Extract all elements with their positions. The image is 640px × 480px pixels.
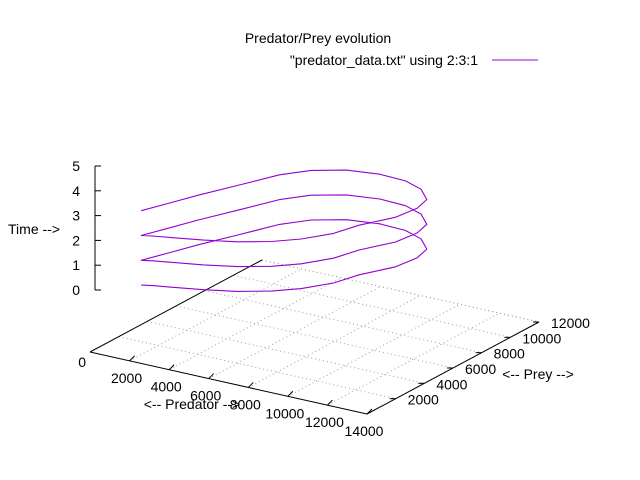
grid-line-y-5	[261, 259, 540, 323]
grid-line-y-0	[118, 336, 396, 400]
z-tick-label-4: 4	[72, 183, 80, 199]
y-axis-label: <-- Prey -->	[502, 366, 574, 382]
x-tick-mark-5	[327, 399, 333, 406]
x-tick-mark-2	[208, 373, 215, 379]
x-tick-label-4: 10000	[265, 405, 304, 421]
x-tick-label-5: 12000	[305, 414, 344, 430]
x-axis-label: <-- Predator -->	[144, 396, 240, 412]
x-tick-mark-1	[168, 364, 175, 371]
grid-line-y-3	[204, 290, 482, 354]
grid-line-y-1	[147, 320, 425, 384]
x-axis-line	[89, 351, 368, 415]
x-tick-label-1: 4000	[151, 379, 182, 395]
grid-line-x-2	[208, 286, 381, 380]
y-tick-label-2: 6000	[465, 361, 496, 377]
grid-line-y-2	[175, 305, 454, 369]
x-tick-label-6: 14000	[345, 423, 384, 439]
tick-labels: 2000400060008000100001200014000200040006…	[72, 158, 590, 439]
grid-line-x-5	[327, 312, 500, 406]
data-curves	[140, 169, 428, 292]
grid-line-x-4	[287, 303, 461, 397]
floor-edge-0	[261, 259, 540, 323]
floor-left-edge	[89, 259, 263, 353]
legend-entry-label: "predator_data.txt" using 2:3:1	[290, 52, 478, 68]
z-tick-label-5: 5	[72, 158, 80, 174]
x-tick-label-3: 8000	[230, 396, 261, 412]
x-tick-label-2: 6000	[190, 388, 221, 404]
axes	[89, 165, 540, 415]
x-tick-mark-6	[366, 408, 373, 415]
z-tick-label-2: 2	[72, 232, 80, 248]
z-tick-label-0: 0	[72, 282, 80, 298]
x-tick-mark-0	[129, 355, 135, 362]
y-tick-label-3: 8000	[494, 346, 525, 362]
chart-title: Predator/Prey evolution	[245, 30, 391, 46]
base-corner-tick-label: 0	[78, 354, 86, 370]
y-tick-label-4: 10000	[522, 330, 561, 346]
grid-line-x-1	[168, 277, 342, 371]
z-axis-label: Time -->	[8, 221, 60, 237]
y-tick-label-5: 12000	[551, 315, 590, 331]
y-tick-label-0: 2000	[408, 392, 439, 408]
z-tick-label-1: 1	[72, 257, 80, 273]
grid-line-y-4	[233, 274, 511, 338]
x-tick-mark-3	[247, 382, 254, 388]
y-tick-label-1: 4000	[436, 376, 467, 392]
grid-line-x-3	[248, 294, 421, 388]
z-tick-label-3: 3	[72, 208, 80, 224]
x-tick-label-0: 2000	[111, 370, 142, 386]
legend: "predator_data.txt" using 2:3:1	[290, 52, 538, 68]
series-line-0	[140, 169, 428, 292]
x-tick-mark-4	[287, 390, 294, 397]
